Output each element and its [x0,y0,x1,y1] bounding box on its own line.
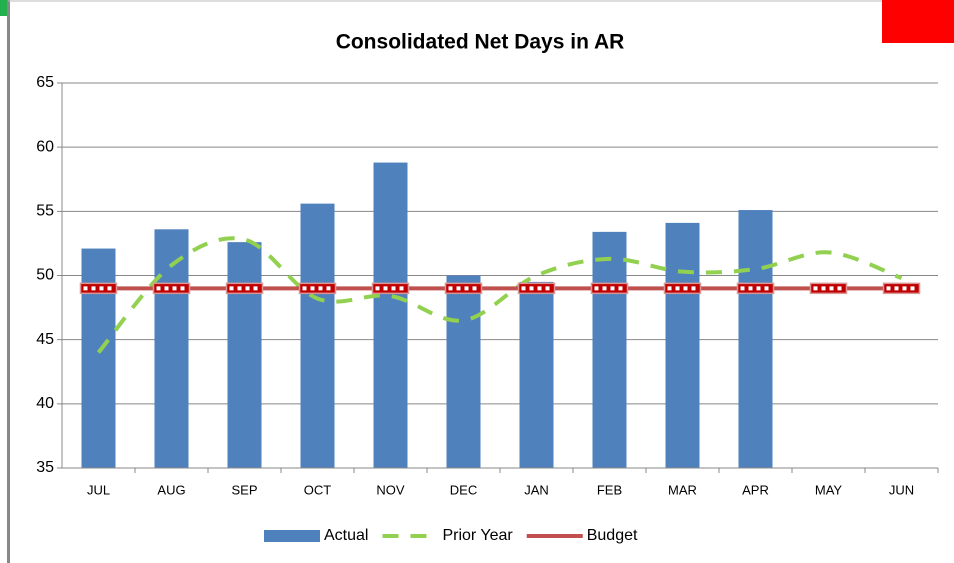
x-tick-label: APR [742,482,769,497]
y-tick-label: 60 [36,138,54,155]
x-tick-label: FEB [597,482,622,497]
bar [373,162,408,469]
y-tick-label: 35 [36,459,54,476]
line-series [96,236,903,354]
x-tick-label: JAN [524,482,549,497]
legend-swatch [264,530,320,542]
line-marker [444,282,483,295]
line-marker [371,282,410,295]
line-marker [517,282,556,295]
x-tick-label: AUG [157,482,185,497]
bar [227,242,262,468]
y-tick-label: 50 [36,267,54,284]
legend-label: Budget [587,527,638,544]
bar [592,231,627,468]
bar [738,210,773,469]
line-marker [736,282,775,295]
line-marker [663,282,702,295]
bar [81,248,116,468]
corner-indicator [0,0,8,16]
chart-title: Consolidated Net Days in AR [336,31,625,54]
y-tick-label: 40 [36,395,54,412]
bar [665,222,700,468]
x-tick-label: MAY [815,482,843,497]
x-tick-label: JUL [87,482,110,497]
y-tick-label: 65 [36,74,54,91]
bar [446,275,481,468]
bar [519,281,554,468]
x-tick-label: JUN [889,482,914,497]
y-tick-label: 55 [36,203,54,220]
legend-label: Actual [324,527,368,544]
x-tick-label: NOV [376,482,405,497]
line-marker [225,282,264,295]
legend-label: Prior Year [442,527,513,544]
x-tick-label: MAR [668,482,697,497]
status-indicator [882,0,954,43]
line-marker [882,282,921,295]
line-marker [298,282,337,295]
bar [300,203,335,468]
y-tick-label: 45 [36,331,54,348]
line-marker [152,282,191,295]
x-tick-label: OCT [304,482,332,497]
line-marker [809,282,848,295]
x-tick-label: DEC [450,482,477,497]
line-marker [79,282,118,295]
line-marker [590,282,629,295]
bar [154,229,189,468]
x-tick-label: SEP [231,482,257,497]
